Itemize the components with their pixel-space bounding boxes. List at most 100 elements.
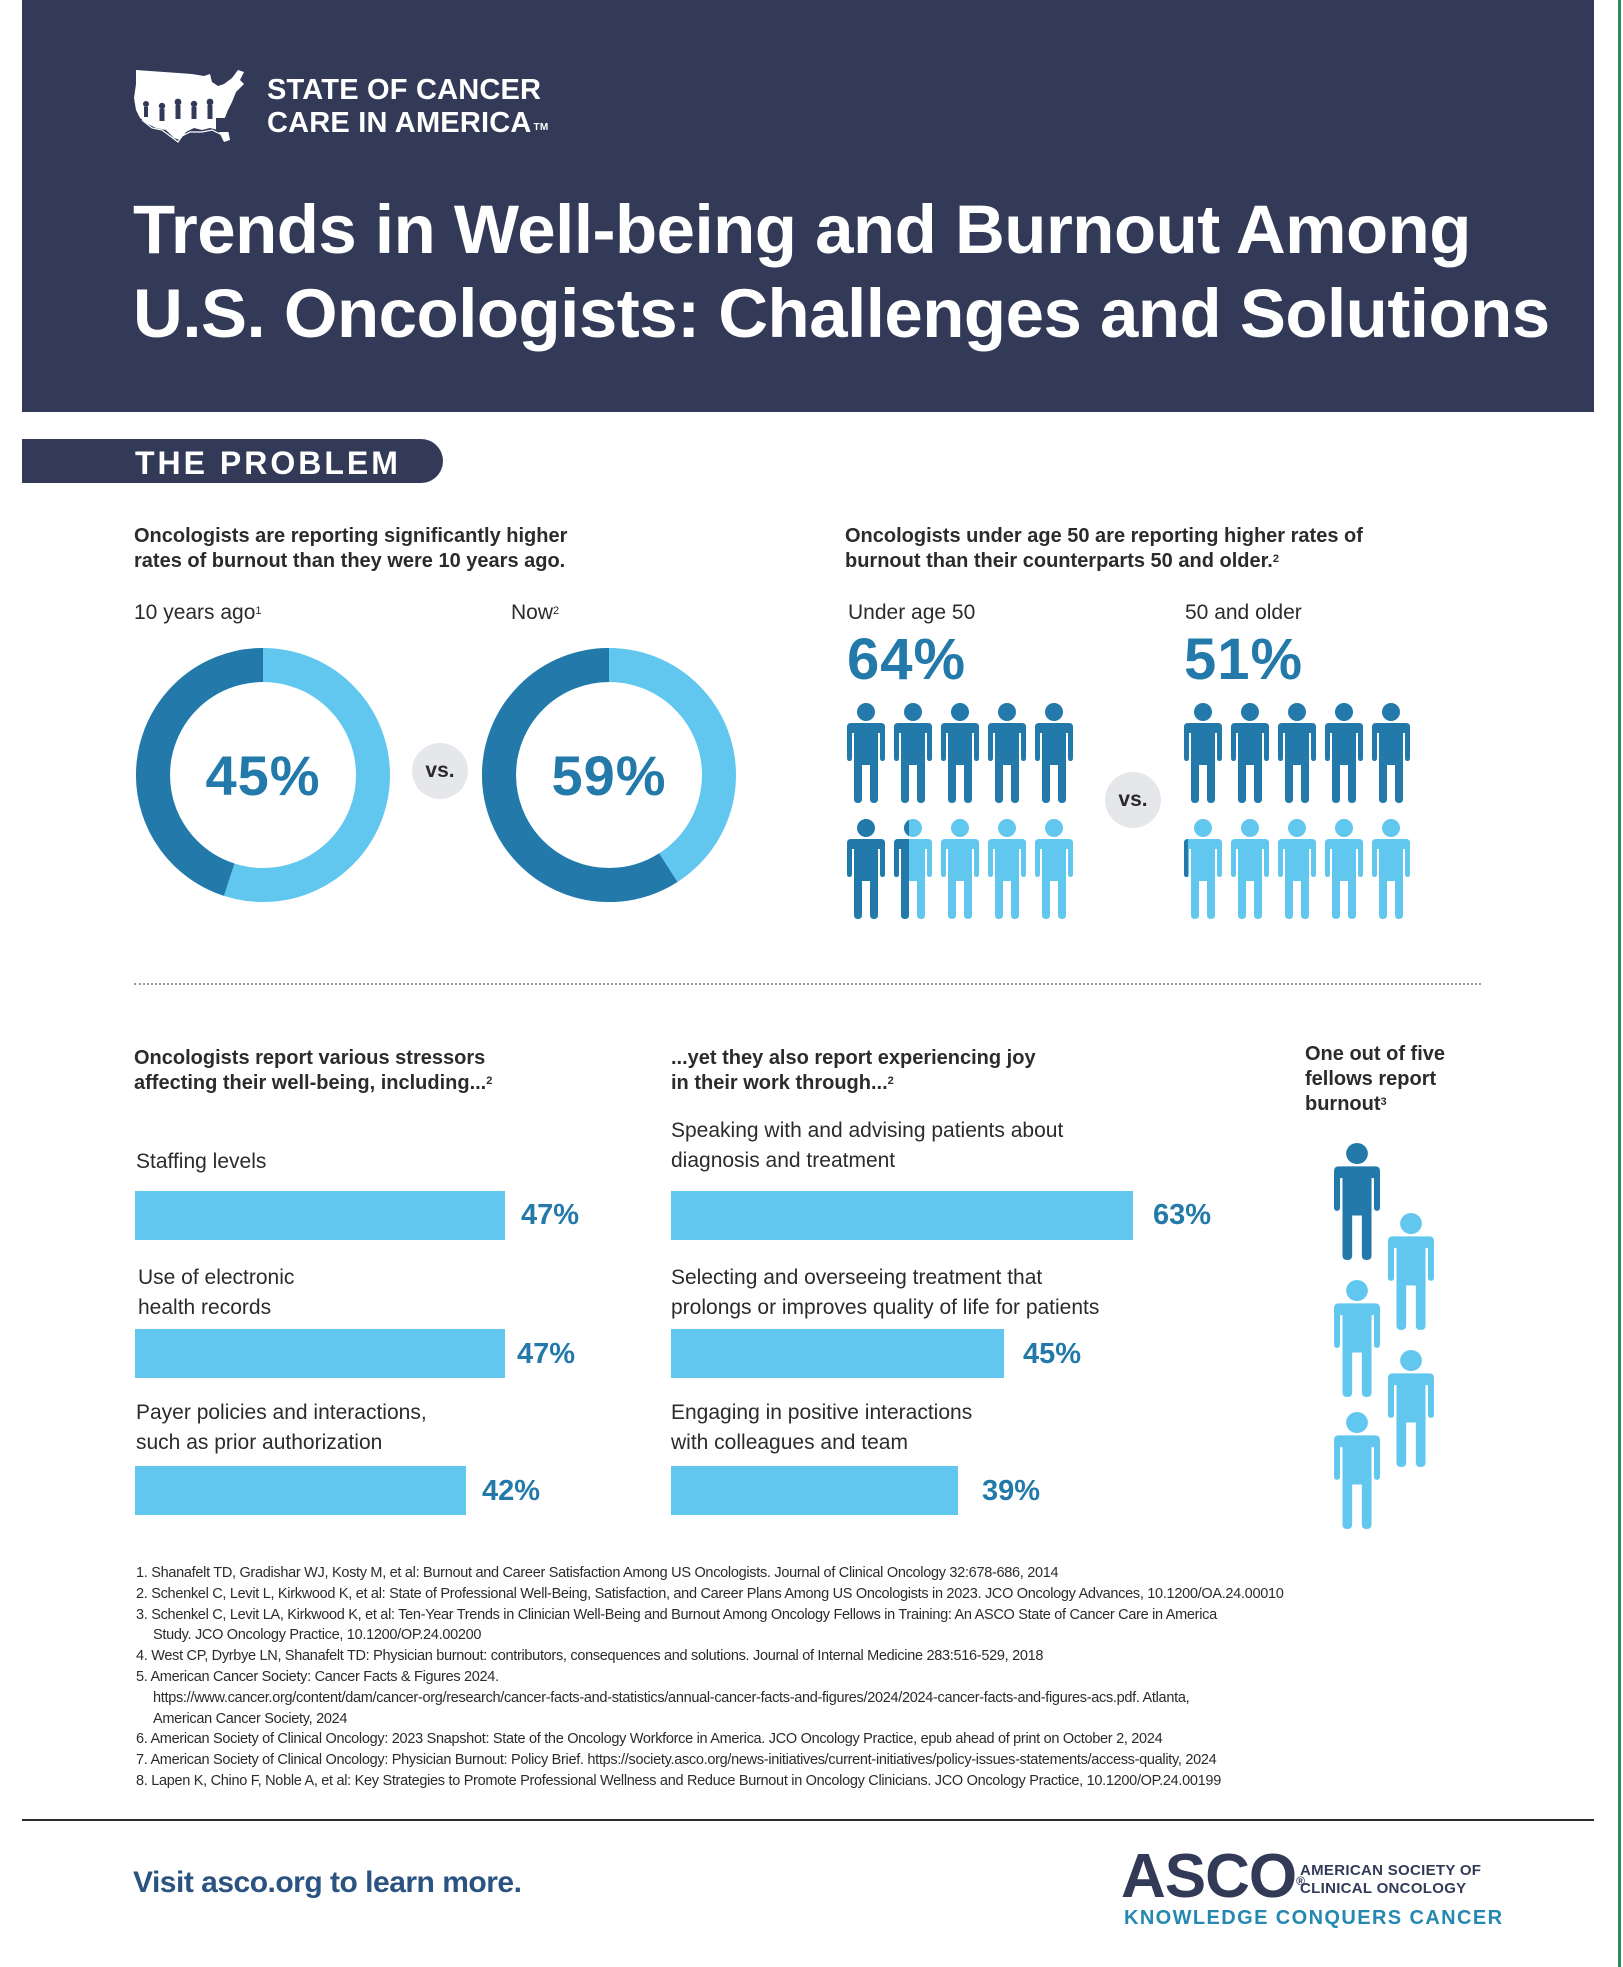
footnote-number: 3. — [136, 1606, 148, 1623]
joy-heading-line-1: ...yet they also report experiencing joy — [671, 1047, 1036, 1069]
older-label: 50 and older — [1185, 601, 1302, 624]
stressor-label-line: Staffing levels — [136, 1150, 267, 1173]
age-heading-line-1: Oncologists under age 50 are reporting h… — [845, 525, 1363, 547]
now-label-text: Now — [511, 601, 554, 624]
joy-label-line: Speaking with and advising patients abou… — [671, 1119, 1064, 1142]
joy-value: 45% — [1023, 1338, 1082, 1370]
joy-bar — [671, 1466, 958, 1515]
fellow-person-icon — [1388, 1213, 1434, 1330]
joy-value: 39% — [982, 1475, 1041, 1507]
footnote-continuation: Study. JCO Oncology Practice, 10.1200/OP… — [153, 1627, 482, 1644]
person-icon — [1278, 819, 1316, 919]
vs-text: vs. — [1118, 788, 1148, 811]
logo-wordmark: STATE OF CANCER CARE IN AMERICA TM — [267, 74, 548, 140]
under-50-label: Under age 50 — [848, 601, 976, 624]
joy-heading: ...yet they also report experiencing joy… — [671, 1046, 1036, 1096]
footnote-item: 6. American Society of Clinical Oncology… — [136, 1729, 1576, 1750]
footnote-text: American Society of Clinical Oncology: 2… — [150, 1731, 1163, 1748]
person-icon — [1325, 703, 1363, 803]
footnote-number: 4. — [136, 1648, 148, 1665]
stressor-label: Payer policies and interactions, such as… — [136, 1398, 427, 1458]
stressors-heading: Oncologists report various stressors aff… — [134, 1046, 492, 1096]
stressor-bar — [135, 1191, 505, 1240]
fellow-person-icon — [1388, 1350, 1434, 1467]
visit-asco-link[interactable]: Visit asco.org to learn more. — [133, 1866, 522, 1899]
donut-ring — [482, 648, 736, 902]
footnote-item: 3. Schenkel C, Levit LA, Kirkwood K, et … — [136, 1605, 1576, 1647]
person-icon — [1231, 819, 1269, 919]
joy-bar — [671, 1329, 1004, 1378]
asco-tagline: KNOWLEDGE CONQUERS CANCER — [1124, 1907, 1504, 1929]
footnote-ref: 2 — [486, 1075, 493, 1087]
person-icon — [847, 703, 885, 803]
footnote-number: 8. — [136, 1772, 148, 1789]
person-icon — [1184, 703, 1222, 803]
stressor-bar — [135, 1466, 466, 1515]
footnote-link[interactable]: https://www.cancer.org/content/dam/cance… — [153, 1689, 1190, 1706]
stressor-label-line: Use of electronic — [138, 1266, 295, 1289]
registered-mark: ® — [1296, 1874, 1305, 1888]
donut-ring — [136, 648, 390, 902]
asco-name-line-1: AMERICAN SOCIETY OF — [1300, 1862, 1482, 1879]
stressor-value: 47% — [521, 1199, 580, 1231]
title-line-2: U.S. Oncologists: Challenges and Solutio… — [133, 275, 1550, 352]
logo-line-1: STATE OF CANCER — [267, 74, 542, 106]
joy-label-line: Engaging in positive interactions — [671, 1401, 973, 1424]
footnote-number: 2. — [136, 1585, 148, 1602]
trend-heading: Oncologists are reporting significantly … — [134, 524, 567, 574]
person-icon — [1325, 819, 1363, 919]
older-value: 51% — [1184, 627, 1304, 692]
fellows-heading-line-1: One out of five — [1305, 1043, 1445, 1065]
fellows-heading-line-2: fellows report — [1305, 1068, 1437, 1090]
stressor-value: 47% — [517, 1338, 576, 1370]
footnotes-list: 1. Shanafelt TD, Gradishar WJ, Kosty M, … — [136, 1563, 1576, 1792]
footnote-number: 6. — [136, 1731, 148, 1748]
us-map-logo-icon — [134, 70, 244, 143]
donut-chart-now: 59% — [482, 648, 736, 902]
header-banner — [22, 0, 1594, 412]
vs-text: vs. — [425, 759, 455, 782]
joy-label: Speaking with and advising patients abou… — [671, 1116, 1063, 1176]
footnote-text: West CP, Dyrbye LN, Shanafelt TD: Physic… — [151, 1648, 1044, 1665]
fellow-person-icon — [1334, 1412, 1380, 1529]
donut-value: 45% — [205, 743, 321, 807]
footnote-item: 5. American Cancer Society: Cancer Facts… — [136, 1667, 1576, 1729]
title-line-1: Trends in Well-being and Burnout Among — [133, 191, 1471, 268]
stressor-value: 42% — [482, 1475, 541, 1507]
person-icon — [941, 703, 979, 803]
section-tag-the-problem: THE PROBLEM — [22, 439, 443, 483]
asco-full-name: AMERICAN SOCIETY OF CLINICAL ONCOLOGY — [1300, 1862, 1481, 1898]
joy-heading-line-2: in their work through... — [671, 1072, 888, 1094]
joy-value: 63% — [1153, 1199, 1212, 1231]
person-icon-partial — [1184, 819, 1222, 919]
footnote-ref: 2 — [887, 1075, 894, 1087]
asco-name-line-2: CLINICAL ONCOLOGY — [1300, 1880, 1467, 1897]
person-icon — [894, 703, 932, 803]
asco-logo-word: ASCO — [1121, 1842, 1297, 1911]
page-edge-line — [1618, 0, 1621, 1967]
footnote-number: 7. — [136, 1752, 148, 1769]
joy-label-line: with colleagues and team — [671, 1431, 908, 1454]
donut-value: 59% — [551, 743, 667, 807]
person-icon — [1278, 703, 1316, 803]
footnote-continuation: American Cancer Society, 2024 — [153, 1710, 348, 1727]
footnote-ref: 2 — [553, 605, 560, 617]
stressor-label-line: such as prior authorization — [136, 1431, 383, 1454]
stressors-heading-line-2: affecting their well-being, including... — [134, 1072, 487, 1094]
joy-label-line: prolongs or improves quality of life for… — [671, 1296, 1100, 1319]
footnote-text: Lapen K, Chino F, Noble A, et al: Key St… — [151, 1772, 1221, 1789]
footnote-text: Schenkel C, Levit LA, Kirkwood K, et al:… — [151, 1606, 1217, 1623]
person-icon — [1035, 819, 1073, 919]
vs-badge: vs. — [412, 743, 468, 799]
footnote-ref: 3 — [1380, 1096, 1387, 1108]
stressor-label: Use of electronic health records — [138, 1263, 294, 1323]
footnote-text: American Society of Clinical Oncology: P… — [150, 1752, 1217, 1769]
then-label-text: 10 years ago — [134, 601, 256, 624]
footnote-item: 8. Lapen K, Chino F, Noble A, et al: Key… — [136, 1771, 1576, 1792]
footnote-text: Shanafelt TD, Gradishar WJ, Kosty M, et … — [151, 1565, 1059, 1581]
trend-heading-line-2: rates of burnout than they were 10 years… — [134, 550, 566, 572]
person-icon — [1035, 703, 1073, 803]
trademark: TM — [533, 122, 549, 133]
fellows-heading-line-3: burnout — [1305, 1093, 1381, 1115]
trend-heading-line-1: Oncologists are reporting significantly … — [134, 525, 568, 547]
